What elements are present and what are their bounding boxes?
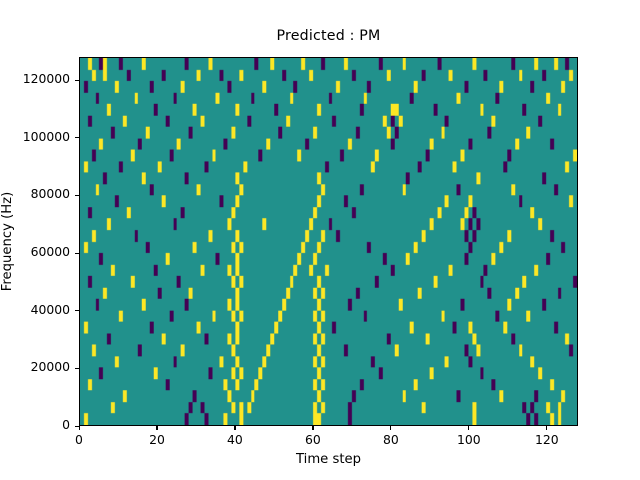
- page-title: Predicted : PM: [276, 28, 381, 44]
- x-tick-mark: [312, 426, 314, 430]
- y-tick-mark: [75, 79, 79, 81]
- y-tick-mark: [75, 252, 79, 254]
- x-tick-label: 60: [305, 432, 321, 447]
- y-tick-mark: [75, 137, 79, 139]
- x-tick-label: 20: [149, 432, 165, 447]
- y-tick-mark: [75, 194, 79, 196]
- y-tick-mark: [75, 367, 79, 369]
- x-tick-label: 0: [75, 432, 83, 447]
- x-tick-label: 100: [457, 432, 481, 447]
- y-axis-label: Frequency (Hz): [0, 57, 16, 426]
- x-tick-label: 40: [227, 432, 243, 447]
- y-tick-mark: [75, 310, 79, 312]
- y-axis-label-text: Frequency (Hz): [0, 191, 16, 292]
- x-axis-label: Time step: [296, 452, 361, 467]
- x-tick-mark: [546, 426, 548, 430]
- x-tick-label: 80: [382, 432, 399, 447]
- y-tick-mark: [75, 425, 79, 427]
- x-tick-mark: [468, 426, 470, 430]
- x-tick-mark: [156, 426, 158, 430]
- heatmap-image: [80, 58, 577, 425]
- x-tick-mark: [234, 426, 236, 430]
- x-tick-mark: [78, 426, 80, 430]
- heatmap-axes[interactable]: [79, 57, 578, 426]
- x-tick-label: 120: [534, 432, 559, 447]
- x-tick-mark: [390, 426, 392, 430]
